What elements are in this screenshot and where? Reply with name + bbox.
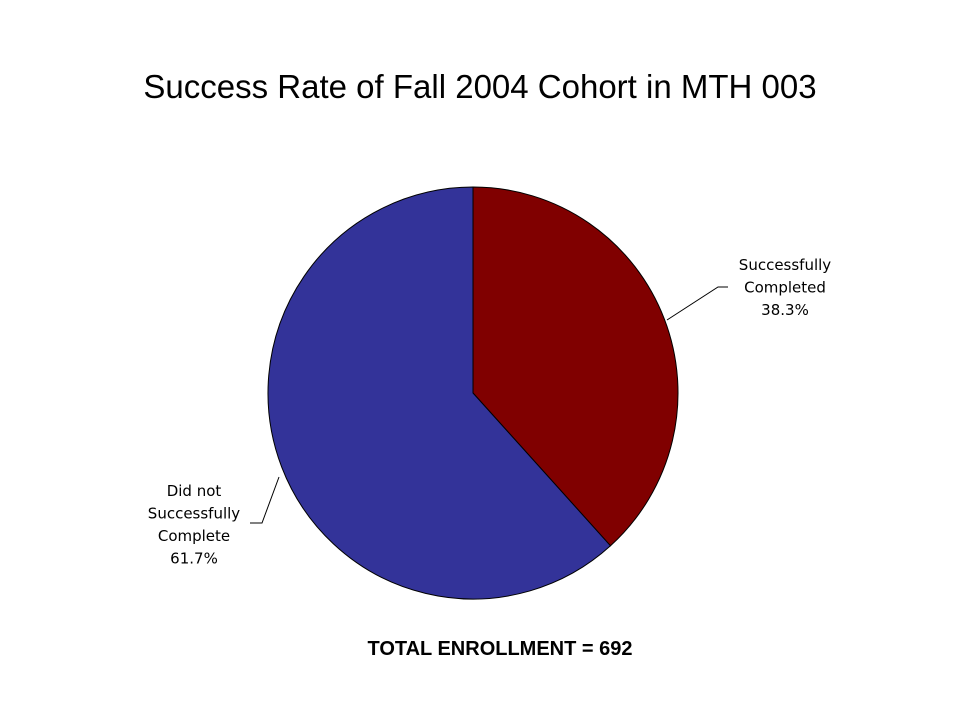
chart-title: Success Rate of Fall 2004 Cohort in MTH … <box>143 68 817 105</box>
slice-label-0-line-1: Completed <box>744 279 826 297</box>
leader-lines <box>250 286 728 524</box>
slice-label-0-line-0: Successfully <box>739 256 832 274</box>
leader-line-0 <box>666 286 728 321</box>
slice-label-1: Did not Successfully Complete 61.7% <box>148 482 241 568</box>
pie-slices <box>267 186 679 600</box>
slice-label-1-line-0: Did not <box>167 482 222 500</box>
slice-label-1-line-2: Complete <box>158 527 230 545</box>
slice-label-0-line-2: 38.3% <box>761 301 809 319</box>
slice-label-1-line-1: Successfully <box>148 505 241 523</box>
total-enrollment-note: TOTAL ENROLLMENT = 692 <box>367 638 633 660</box>
slice-label-1-line-3: 61.7% <box>170 550 218 568</box>
leader-line-1 <box>250 476 280 524</box>
slice-label-0: Successfully Completed 38.3% <box>739 256 832 319</box>
pie-slice-1 <box>267 186 612 600</box>
slice-labels: Successfully Completed 38.3% Did not Success… <box>148 256 832 568</box>
pie-slice-0 <box>472 186 679 547</box>
